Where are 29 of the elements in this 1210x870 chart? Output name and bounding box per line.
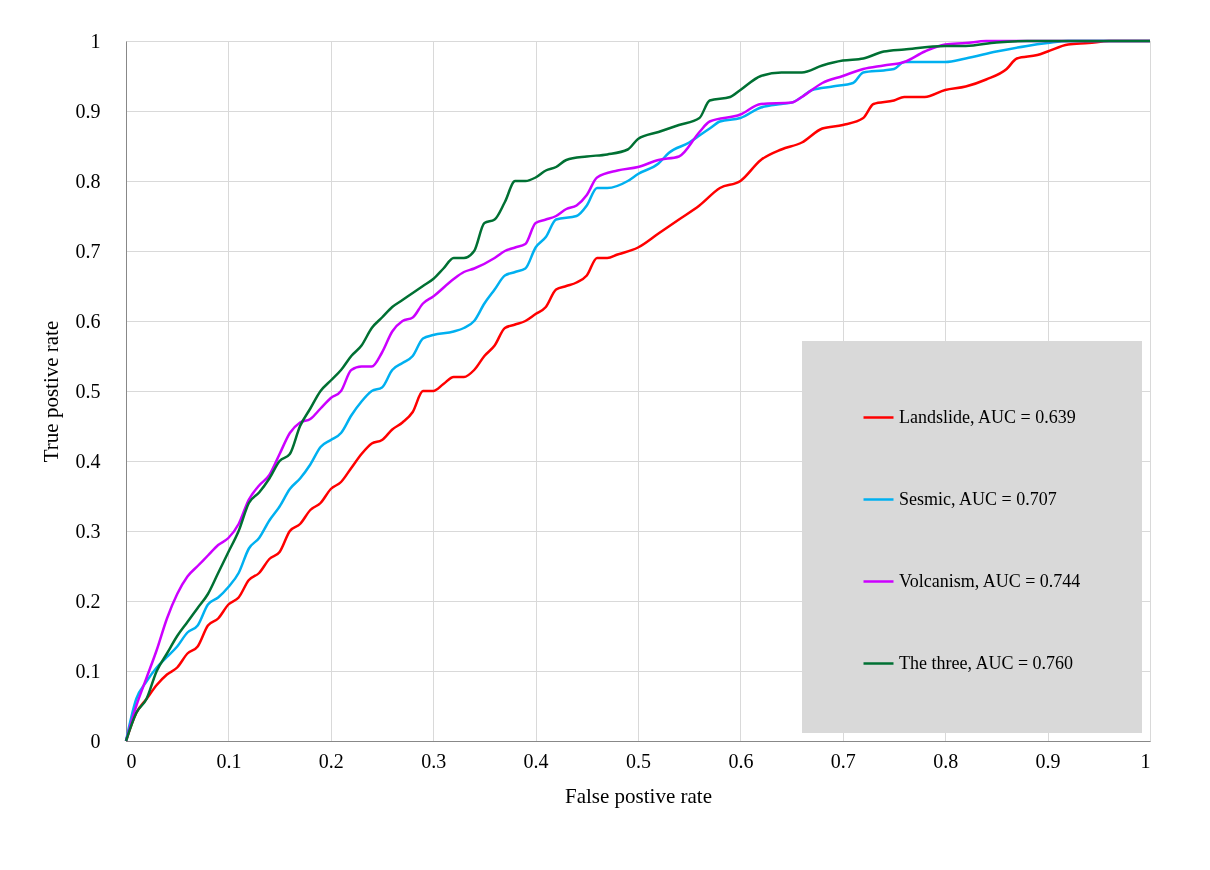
legend-label: Volcanism, AUC = 0.744 bbox=[899, 570, 1081, 591]
y-tick-label: 0 bbox=[90, 729, 101, 752]
line-series bbox=[124, 39, 1152, 743]
y-tick-label: 0.4 bbox=[75, 449, 101, 472]
x-tick-label: 1 bbox=[1140, 749, 1151, 772]
x-tick-label: 0.5 bbox=[626, 749, 651, 772]
y-tick-label: 0.6 bbox=[75, 309, 101, 332]
x-axis-title: False postive rate bbox=[565, 783, 712, 808]
x-tick-label: 0.8 bbox=[933, 749, 959, 772]
y-tick-label: 0.3 bbox=[75, 519, 101, 542]
x-tick-label: 0.4 bbox=[523, 749, 549, 772]
y-tick-label: 1 bbox=[90, 29, 101, 52]
legend-label: Landslide, AUC = 0.639 bbox=[899, 406, 1076, 427]
x-tick-label: 0.3 bbox=[421, 749, 447, 772]
legend-label: Sesmic, AUC = 0.707 bbox=[899, 488, 1057, 509]
y-tick-label: 0.7 bbox=[75, 239, 101, 262]
x-tick-label: 0.7 bbox=[830, 749, 856, 772]
y-tick-label: 0.2 bbox=[75, 589, 101, 612]
y-tick-label: 0.1 bbox=[75, 659, 101, 682]
x-tick-label: 0.9 bbox=[1035, 749, 1061, 772]
y-tick-label: 0.8 bbox=[75, 169, 101, 192]
x-tick-label: 0.6 bbox=[728, 749, 754, 772]
y-tick-label: 0.5 bbox=[75, 379, 101, 402]
legend-label: The three, AUC = 0.760 bbox=[899, 652, 1074, 673]
y-tick-label: 0.9 bbox=[75, 99, 101, 122]
x-tick-label: 0 bbox=[126, 749, 137, 772]
y-axis-title: True postive rate bbox=[38, 320, 63, 463]
x-tick-label: 0.2 bbox=[318, 749, 344, 772]
x-tick-label: 0.1 bbox=[216, 749, 242, 772]
